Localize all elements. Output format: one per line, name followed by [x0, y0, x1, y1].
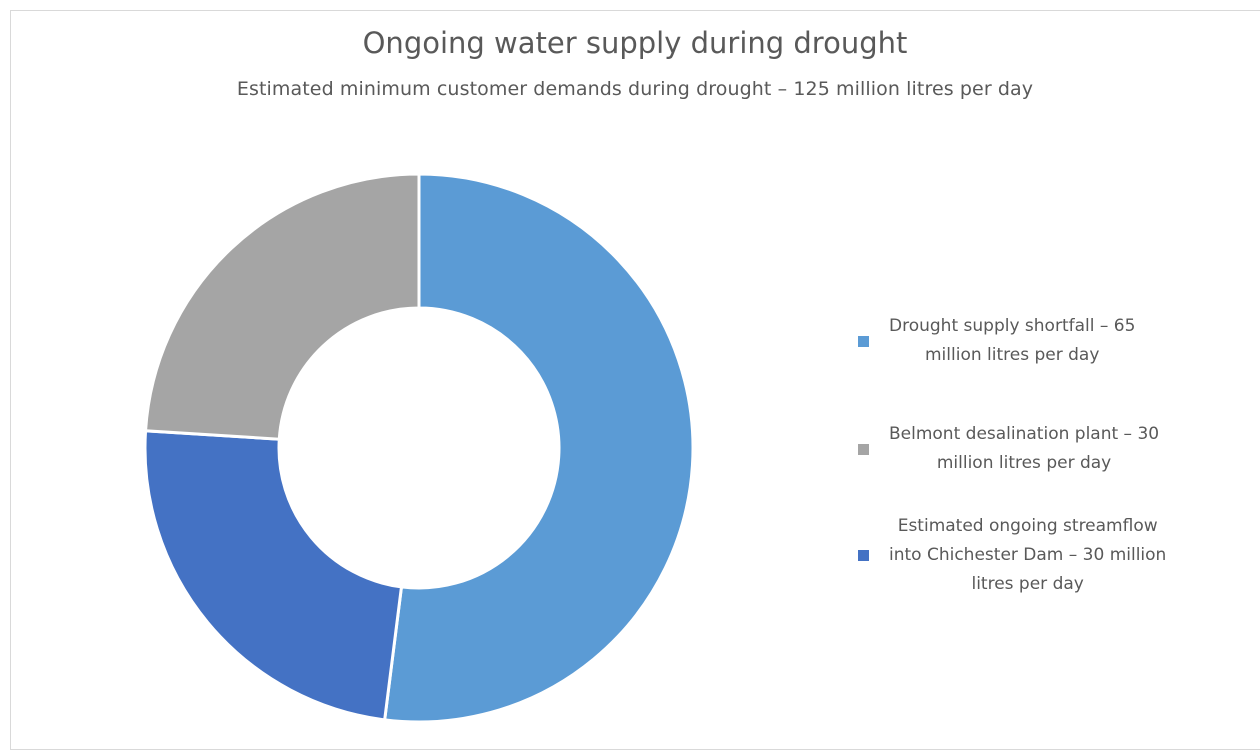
chart-title: Ongoing water supply during drought — [362, 26, 908, 60]
legend-item-chichester-streamflow: Estimated ongoing streamflow into Chiche… — [858, 512, 1166, 599]
legend-swatch — [858, 443, 869, 455]
chart-subtitle: Estimated minimum customer demands durin… — [236, 78, 1034, 100]
legend-label: Belmont desalination plant – 30 million … — [889, 424, 1160, 473]
legend-item-drought-shortfall: Drought supply shortfall – 65 million li… — [858, 312, 1135, 370]
legend-swatch — [858, 550, 869, 561]
slice-belmont-desalination — [143, 172, 421, 441]
slice-chichester-streamflow — [143, 429, 404, 722]
legend-swatch — [858, 335, 869, 347]
legend-label: Estimated ongoing streamflow into Chiche… — [889, 516, 1167, 594]
slice-drought-shortfall — [382, 172, 695, 724]
legend-label: Drought supply shortfall – 65 million li… — [889, 316, 1136, 365]
legend-item-belmont-desalination: Belmont desalination plant – 30 million … — [858, 420, 1159, 478]
